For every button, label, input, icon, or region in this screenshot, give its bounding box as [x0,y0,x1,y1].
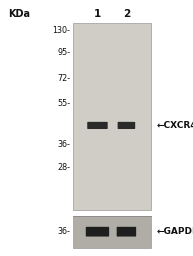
Text: 130-: 130- [52,26,70,35]
Text: 36-: 36- [58,227,70,236]
Bar [73,216,151,248]
FancyBboxPatch shape [86,227,109,237]
Text: 72-: 72- [57,73,70,83]
Text: 95-: 95- [57,48,70,57]
Text: 36-: 36- [58,140,70,149]
FancyBboxPatch shape [118,122,135,129]
Text: ←GAPDH: ←GAPDH [156,227,193,236]
Text: ←CXCR4: ←CXCR4 [156,121,193,130]
Bar [73,23,151,210]
Text: 1: 1 [94,9,101,19]
Text: 55-: 55- [57,99,70,108]
Text: KDa: KDa [8,9,30,19]
FancyBboxPatch shape [117,227,136,237]
FancyBboxPatch shape [87,122,108,129]
Text: 28-: 28- [58,163,70,172]
Text: 2: 2 [123,9,130,19]
